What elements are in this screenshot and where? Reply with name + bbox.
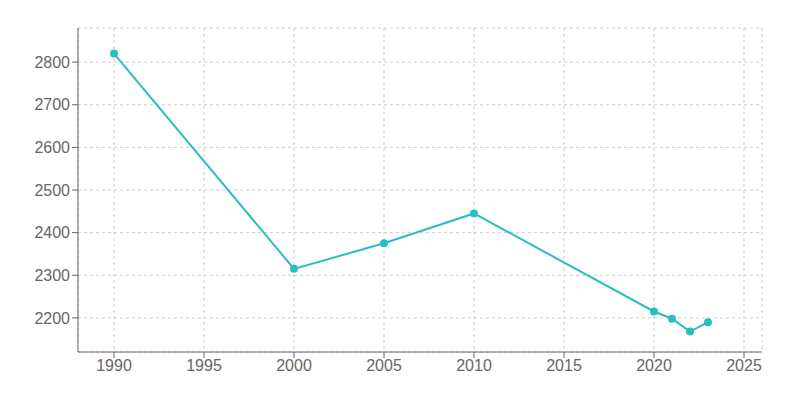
svg-text:2000: 2000 bbox=[276, 357, 312, 374]
svg-text:2200: 2200 bbox=[34, 310, 70, 327]
svg-text:2800: 2800 bbox=[34, 54, 70, 71]
svg-text:2700: 2700 bbox=[34, 96, 70, 113]
svg-text:2400: 2400 bbox=[34, 224, 70, 241]
svg-text:1990: 1990 bbox=[96, 357, 132, 374]
svg-text:2020: 2020 bbox=[636, 357, 672, 374]
svg-text:2300: 2300 bbox=[34, 267, 70, 284]
svg-text:1995: 1995 bbox=[186, 357, 222, 374]
svg-text:2500: 2500 bbox=[34, 182, 70, 199]
svg-text:2005: 2005 bbox=[366, 357, 402, 374]
svg-text:2010: 2010 bbox=[456, 357, 492, 374]
svg-text:2015: 2015 bbox=[546, 357, 582, 374]
svg-text:2025: 2025 bbox=[726, 357, 762, 374]
svg-text:2600: 2600 bbox=[34, 139, 70, 156]
